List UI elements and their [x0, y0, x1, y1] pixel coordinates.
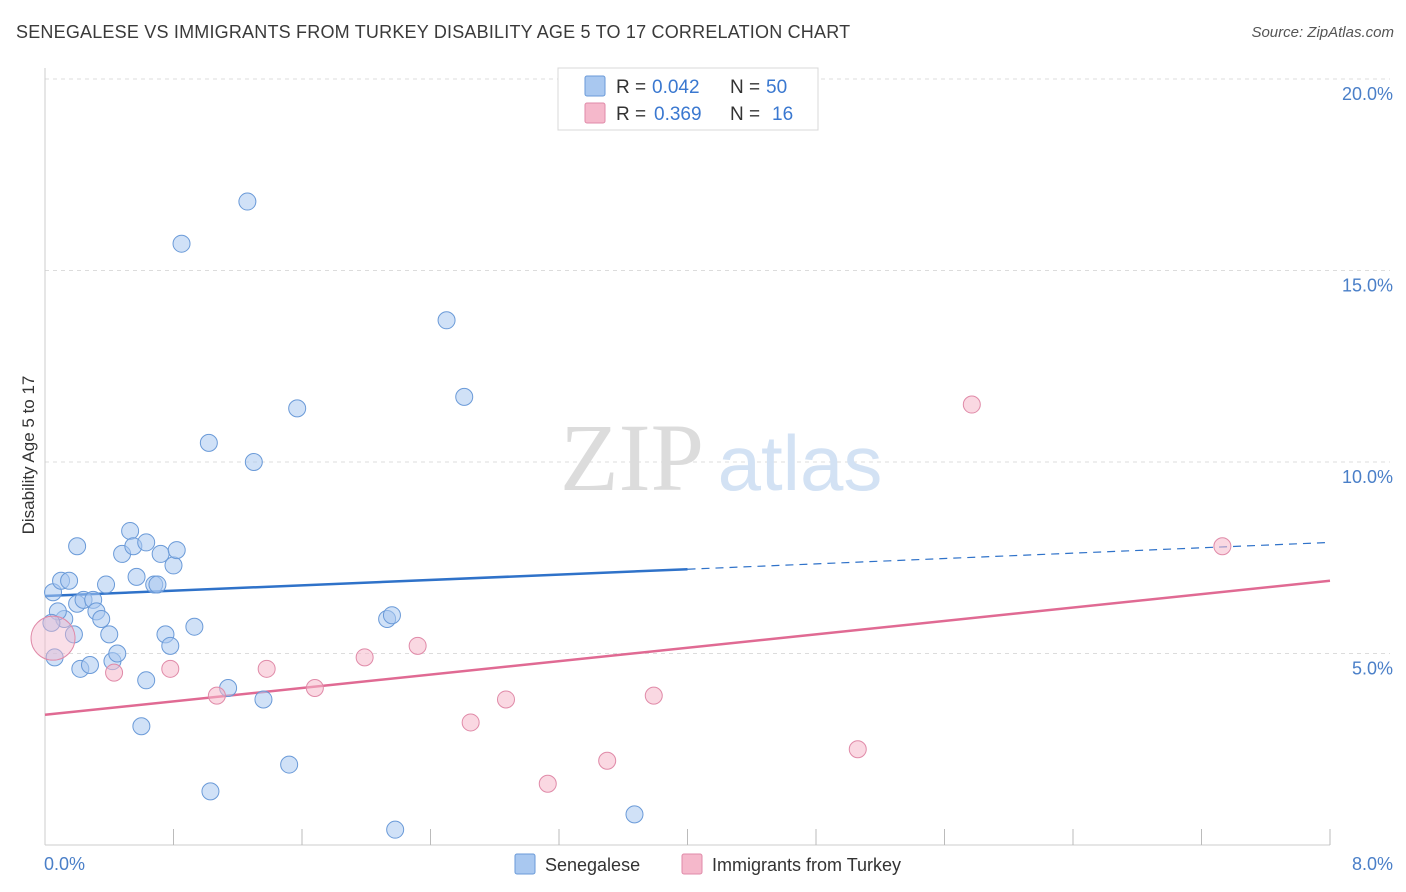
- y-tick-label-2: 15.0%: [1342, 276, 1393, 296]
- bottom-legend-turkey: Immigrants from Turkey: [712, 855, 901, 875]
- senegalese-point-12: [92, 610, 111, 629]
- y-tick-label-0: 5.0%: [1352, 659, 1393, 679]
- turkey-point-8: [461, 713, 480, 732]
- senegalese-point-27: [164, 556, 183, 575]
- legend-r-value-1: 0.042: [652, 77, 700, 98]
- axes: [44, 68, 1331, 846]
- turkey-point-0: [30, 615, 76, 661]
- legend-r-label-1: R =: [616, 77, 646, 98]
- legend-n-label-1: N =: [730, 77, 760, 98]
- x-tick-label-1: 8.0%: [1352, 854, 1393, 874]
- senegalese-point-7: [64, 625, 83, 644]
- grid-lines: [45, 78, 1390, 654]
- turkey-point-1: [105, 663, 124, 682]
- turkey-point-7: [408, 636, 427, 655]
- senegalese-point-47: [201, 782, 220, 801]
- bottom-legend-swatch-turkey: [681, 853, 703, 875]
- senegalese-point-29: [185, 617, 204, 636]
- senegalese-trend-extension: [687, 541, 1331, 570]
- senegalese-point-23: [148, 575, 167, 594]
- senegalese-point-48: [386, 820, 405, 839]
- senegalese-point-33: [132, 717, 151, 736]
- senegalese-point-39: [288, 399, 307, 418]
- senegalese-point-5: [42, 613, 61, 632]
- watermark-zip: ZIP: [560, 404, 704, 511]
- legend-swatch-senegalese: [584, 75, 606, 97]
- turkey-trend-line: [44, 579, 1331, 717]
- y-axis-title: Disability Age 5 to 17: [19, 376, 38, 535]
- turkey-point-4: [257, 659, 276, 678]
- legend-n-label-2: N =: [730, 104, 760, 125]
- senegalese-point-2: [60, 571, 79, 590]
- turkey-point-14: [962, 395, 981, 414]
- senegalese-point-49: [625, 805, 644, 824]
- chart-title: SENEGALESE VS IMMIGRANTS FROM TURKEY DIS…: [16, 22, 851, 42]
- senegalese-point-14: [100, 625, 119, 644]
- turkey-point-12: [644, 686, 663, 705]
- senegalese-point-20: [127, 567, 146, 586]
- legend-r-value-2: 0.369: [654, 104, 702, 125]
- senegalese-point-36: [238, 192, 257, 211]
- senegalese-point-35: [172, 234, 191, 253]
- bottom-legend-senegalese: Senegalese: [545, 855, 640, 875]
- senegalese-point-46: [280, 755, 299, 774]
- turkey-point-5: [305, 678, 324, 697]
- senegalese-point-21: [137, 533, 156, 552]
- source-label: Source: ZipAtlas.com: [1251, 24, 1394, 41]
- senegalese-point-37: [199, 433, 218, 452]
- senegalese-point-34: [68, 537, 87, 556]
- turkey-point-2: [161, 659, 180, 678]
- turkey-point-11: [598, 751, 617, 770]
- legend-r-label-2: R =: [616, 104, 646, 125]
- senegalese-point-32: [80, 655, 99, 674]
- turkey-point-6: [355, 648, 374, 667]
- legend-n-value-1: 50: [766, 77, 787, 98]
- turkey-point-10: [538, 774, 557, 793]
- bottom-legend: Senegalese Immigrants from Turkey: [514, 853, 901, 875]
- legend-n-value-2: 16: [772, 104, 793, 125]
- legend-swatch-turkey: [584, 102, 606, 124]
- turkey-point-15: [1213, 537, 1232, 556]
- turkey-point-9: [496, 690, 515, 709]
- senegalese-point-30: [137, 671, 156, 690]
- y-tick-label-1: 10.0%: [1342, 467, 1393, 487]
- senegalese-point-40: [437, 311, 456, 330]
- bottom-legend-swatch-senegalese: [514, 853, 536, 875]
- data-points: [30, 192, 1232, 839]
- x-tick-label-0: 0.0%: [44, 854, 85, 874]
- senegalese-point-26: [161, 636, 180, 655]
- turkey-point-13: [848, 740, 867, 759]
- senegalese-point-41: [455, 387, 474, 406]
- legend-box: R = 0.042 N = 50 R = 0.369 N = 16: [557, 67, 819, 131]
- senegalese-point-16: [108, 644, 127, 663]
- trend-lines: [44, 541, 1331, 717]
- senegalese-point-45: [254, 690, 273, 709]
- turkey-point-3: [207, 686, 226, 705]
- senegalese-point-38: [244, 453, 263, 471]
- watermark-atlas: atlas: [718, 419, 883, 507]
- watermark: ZIP atlas: [560, 404, 882, 511]
- y-tick-label-3: 20.0%: [1342, 84, 1393, 104]
- senegalese-point-18: [121, 521, 140, 540]
- senegalese-point-43: [382, 606, 401, 625]
- senegalese-point-13: [97, 575, 116, 594]
- tick-labels: 5.0% 10.0% 15.0% 20.0% 0.0% 8.0%: [44, 84, 1393, 874]
- senegalese-point-28: [167, 541, 186, 560]
